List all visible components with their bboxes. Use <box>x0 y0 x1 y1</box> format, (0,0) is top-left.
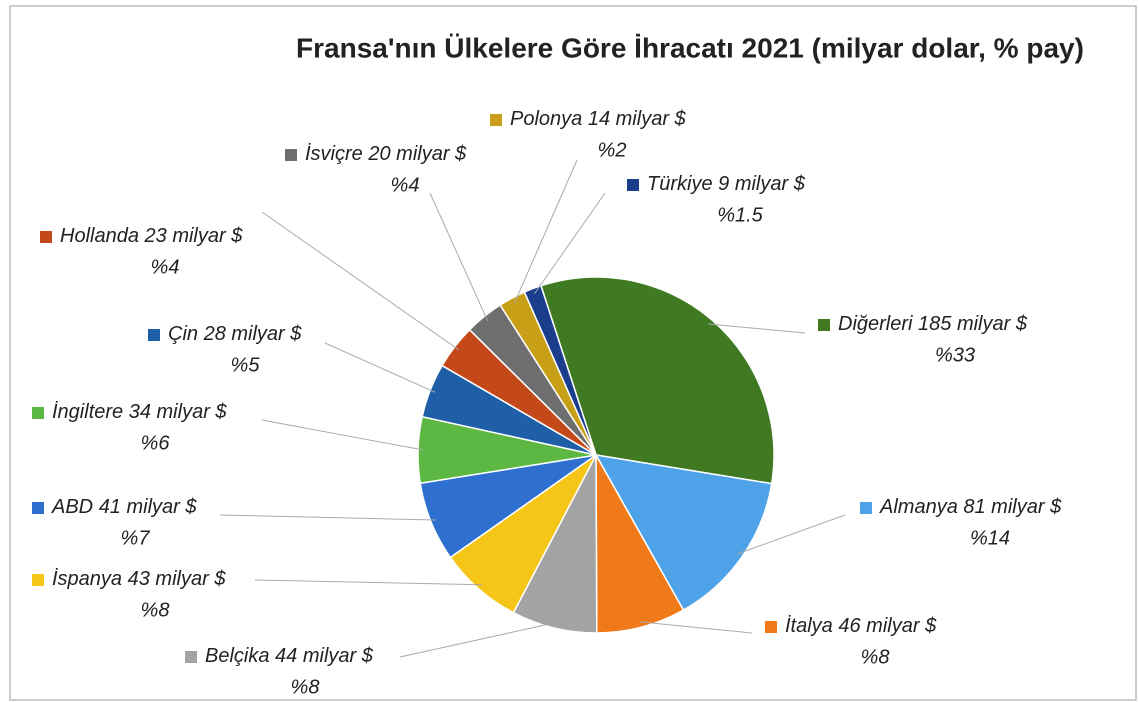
legend-swatch <box>32 407 44 419</box>
share-label: %33 <box>935 344 975 366</box>
legend-swatch <box>32 574 44 586</box>
category-name: Diğerleri <box>838 313 913 335</box>
value-label: 23 milyar $ <box>144 225 244 247</box>
share-label: %4 <box>391 174 420 196</box>
category-name: ABD <box>51 496 93 518</box>
legend-swatch <box>185 651 197 663</box>
slice-label: Türkiye 9 milyar $ <box>647 173 806 195</box>
share-label: %8 <box>861 646 890 668</box>
chart-frame <box>9 5 1137 701</box>
share-label: %5 <box>231 354 261 376</box>
leader-line <box>324 342 436 393</box>
leader-line <box>219 514 437 521</box>
legend-swatch <box>860 502 872 514</box>
slice-label: İspanya 43 milyar $ <box>52 568 226 590</box>
category-name: İsviçre <box>305 143 363 165</box>
value-label: 20 milyar $ <box>367 143 467 165</box>
value-label: 9 milyar $ <box>718 173 806 195</box>
leader-line <box>261 211 460 351</box>
category-name: Polonya <box>510 108 582 130</box>
share-label: %14 <box>970 527 1010 549</box>
pie-slice <box>523 284 597 456</box>
value-label: 185 milyar $ <box>918 313 1028 335</box>
slice-label: Almanya 81 milyar $ <box>879 496 1062 518</box>
leader-line <box>399 622 556 658</box>
pie-slice <box>594 454 773 612</box>
value-label: 44 milyar $ <box>275 645 374 667</box>
legend-swatch <box>627 179 639 191</box>
legend-swatch <box>285 149 297 161</box>
leader-line <box>534 192 606 294</box>
value-label: 81 milyar $ <box>963 496 1062 518</box>
category-name: İtalya <box>785 615 833 637</box>
slice-label: Belçika 44 milyar $ <box>205 645 374 667</box>
category-name: Belçika <box>205 645 269 667</box>
slice-label: Polonya 14 milyar $ <box>510 108 687 130</box>
leader-line <box>429 192 488 321</box>
slice-label: İngiltere 34 milyar $ <box>52 401 227 423</box>
legend-swatch <box>148 329 160 341</box>
share-label: %1.5 <box>717 204 763 226</box>
leader-line <box>640 621 753 634</box>
value-label: 41 milyar $ <box>99 496 198 518</box>
value-label: 14 milyar $ <box>588 108 687 130</box>
leader-line <box>261 419 424 451</box>
share-label: %8 <box>291 676 320 698</box>
chart-title: Fransa'nın Ülkelere Göre İhracatı 2021 (… <box>296 32 1084 63</box>
value-label: 46 milyar $ <box>838 615 937 637</box>
slice-label: Diğerleri 185 milyar $ <box>838 313 1028 335</box>
share-label: %4 <box>151 256 180 278</box>
slice-label: Çin 28 milyar $ <box>168 323 302 345</box>
leader-line <box>254 579 483 586</box>
legend-swatch <box>818 319 830 331</box>
slice-label: ABD 41 milyar $ <box>51 496 197 518</box>
share-label: %2 <box>598 139 627 161</box>
share-label: %7 <box>121 527 151 549</box>
legend-swatch <box>765 621 777 633</box>
legend-swatch <box>32 502 44 514</box>
leader-line <box>708 323 806 334</box>
slice-label: İtalya 46 milyar $ <box>785 615 937 637</box>
value-label: 34 milyar $ <box>129 401 228 423</box>
leader-line <box>514 159 578 303</box>
slice-label: Hollanda 23 milyar $ <box>60 225 243 247</box>
slice-label: İsviçre 20 milyar $ <box>305 143 467 165</box>
legend-swatch <box>40 231 52 243</box>
category-name: İspanya <box>52 568 122 590</box>
value-label: 28 milyar $ <box>203 323 303 345</box>
category-name: Hollanda <box>60 225 139 247</box>
category-name: Türkiye <box>647 173 713 195</box>
share-label: %6 <box>141 432 171 454</box>
category-name: Almanya <box>879 496 958 518</box>
legend-swatch <box>490 114 502 126</box>
category-name: Çin <box>168 323 198 345</box>
leader-line <box>737 514 846 555</box>
share-label: %8 <box>141 599 170 621</box>
value-label: 43 milyar $ <box>128 568 227 590</box>
pie-slice <box>595 452 685 634</box>
pie-slice <box>540 276 775 485</box>
category-name: İngiltere <box>52 401 123 423</box>
